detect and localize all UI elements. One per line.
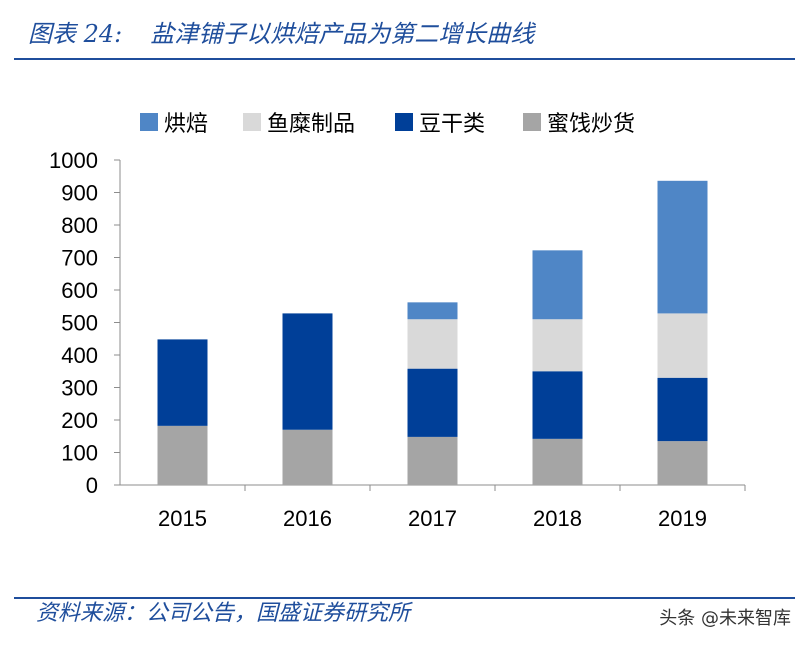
- bar-segment: [157, 339, 208, 426]
- bar-segment: [532, 250, 583, 320]
- legend-swatch: [243, 113, 261, 131]
- y-tick-label: 500: [61, 311, 98, 336]
- figure-title: 图表 24: 盐津铺子以烘焙产品为第二增长曲线: [28, 14, 534, 49]
- bar-segment: [407, 368, 458, 437]
- bar-segment: [657, 180, 708, 314]
- bar-segment: [282, 429, 333, 485]
- y-tick-label: 100: [61, 441, 98, 466]
- bar-group: [157, 180, 708, 485]
- y-tick-label: 1000: [49, 148, 98, 173]
- y-tick-label: 300: [61, 376, 98, 401]
- x-tick-label: 2015: [158, 506, 207, 531]
- chart-legend: 烘焙 鱼糜制品 豆干类 蜜饯炒货: [140, 112, 635, 137]
- legend-swatch: [523, 113, 541, 131]
- x-tick-label: 2017: [408, 506, 457, 531]
- legend-label: 蜜饯炒货: [547, 112, 635, 137]
- watermark: 头条 @未来智库: [659, 608, 791, 629]
- legend-label: 烘焙: [164, 112, 208, 137]
- title-divider: [14, 58, 795, 60]
- bar-segment: [532, 319, 583, 372]
- x-tick-label: 2019: [658, 506, 707, 531]
- x-tick-label: 2016: [283, 506, 332, 531]
- y-tick-label: 0: [86, 473, 98, 498]
- source-divider: [14, 597, 795, 599]
- bar-segment: [532, 438, 583, 485]
- legend-label: 鱼糜制品: [267, 112, 355, 137]
- bar-segment: [657, 441, 708, 485]
- bar-segment: [407, 302, 458, 320]
- bar-segment: [532, 371, 583, 439]
- y-tick-label: 900: [61, 181, 98, 206]
- bar-segment: [157, 425, 208, 485]
- legend-swatch: [140, 113, 158, 131]
- x-axis: 2015 2016 2017 2018 2019: [120, 484, 746, 531]
- y-axis: 0 100 200 300 400 500 600 700 800 900 1000: [49, 148, 121, 498]
- bar-segment: [407, 436, 458, 485]
- figure-number: 图表 24:: [28, 20, 123, 48]
- source-note: 资料来源：公司公告，国盛证券研究所: [36, 601, 411, 626]
- y-tick-label: 600: [61, 278, 98, 303]
- legend-label: 豆干类: [419, 112, 485, 137]
- figure-title-text: 盐津铺子以烘焙产品为第二增长曲线: [150, 20, 535, 48]
- x-tick-label: 2018: [533, 506, 582, 531]
- y-tick-label: 700: [61, 246, 98, 271]
- y-tick-label: 800: [61, 213, 98, 238]
- legend-swatch: [395, 113, 413, 131]
- bar-segment: [657, 377, 708, 442]
- y-tick-label: 200: [61, 408, 98, 433]
- bar-segment: [407, 319, 458, 369]
- bar-segment: [282, 313, 333, 430]
- bar-segment: [657, 313, 708, 378]
- y-tick-label: 400: [61, 343, 98, 368]
